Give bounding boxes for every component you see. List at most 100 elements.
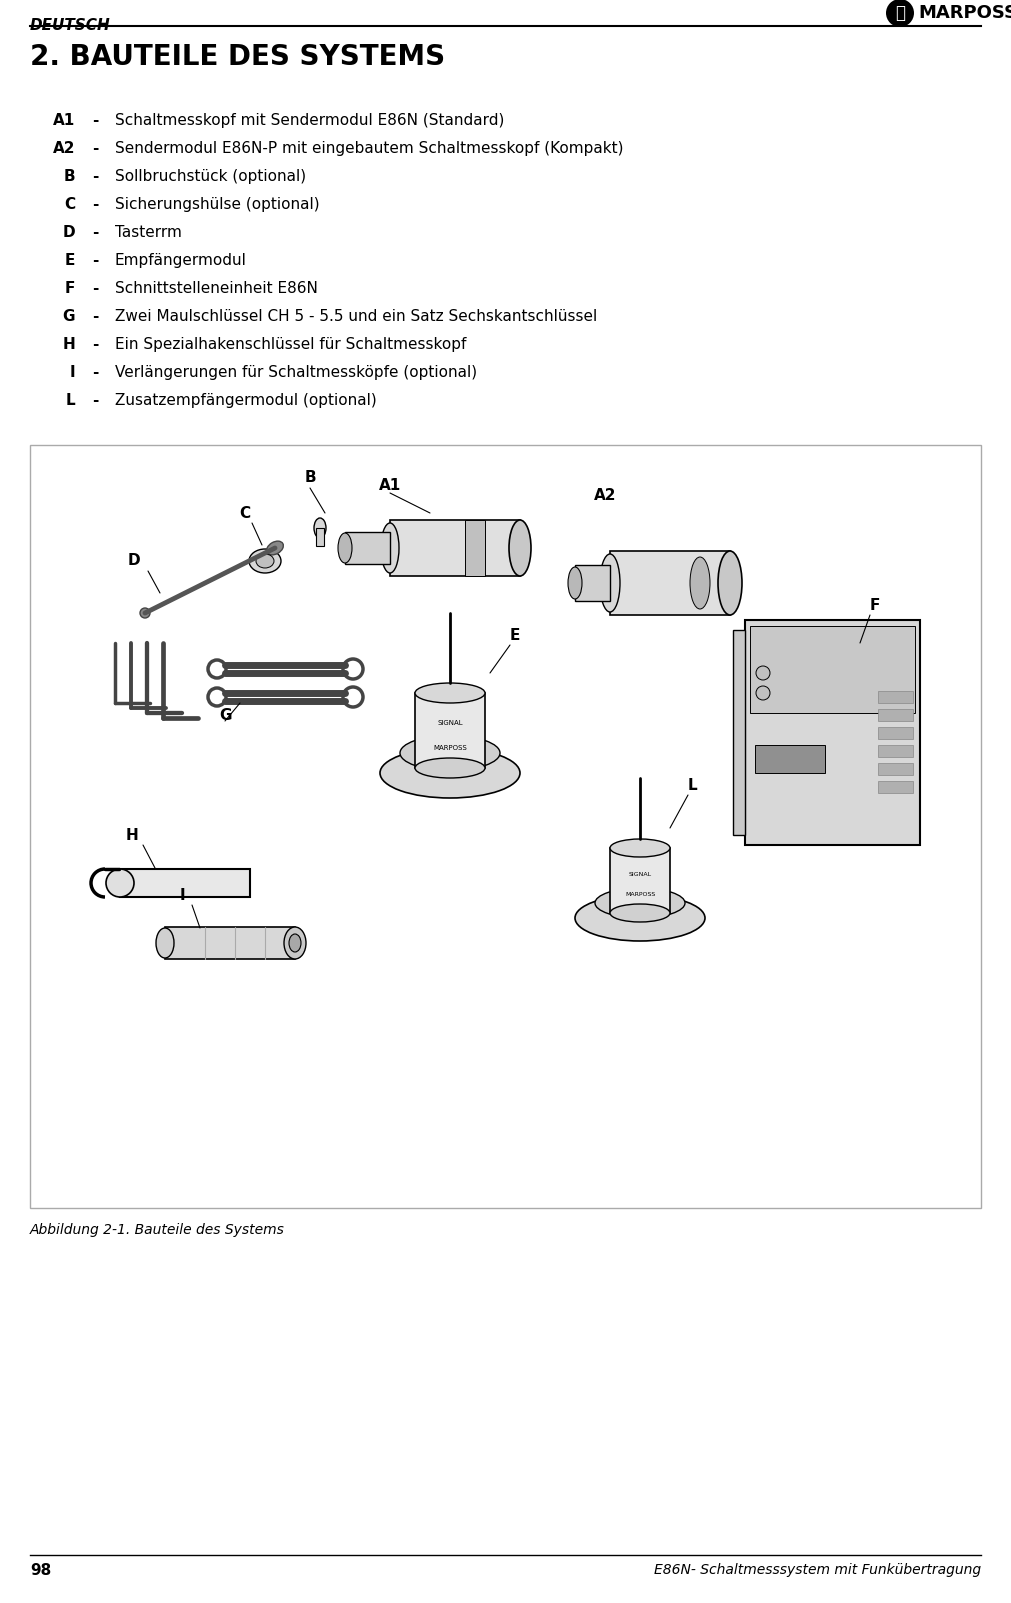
Ellipse shape [267,542,283,555]
Text: -: - [92,365,98,380]
Bar [165,927,295,959]
Ellipse shape [610,838,670,858]
Text: A1: A1 [53,112,75,128]
Text: Empfängermodul: Empfängermodul [115,253,247,268]
Ellipse shape [756,665,770,680]
Ellipse shape [568,567,582,600]
Text: Zwei Maulschlüssel CH 5 - 5.5 und ein Satz Sechskantschlüssel: Zwei Maulschlüssel CH 5 - 5.5 und ein Sa… [115,309,598,324]
Bar [120,869,250,898]
Bar [575,564,610,601]
Bar [878,709,913,721]
Text: -: - [92,309,98,324]
Text: MARPOSS: MARPOSS [433,745,467,750]
Text: H: H [63,337,75,353]
Text: Ⓜ: Ⓜ [895,3,905,22]
Circle shape [886,0,914,27]
Ellipse shape [690,556,710,609]
Ellipse shape [284,927,306,959]
Bar [755,745,825,773]
Text: D: D [63,224,75,240]
Text: Ein Spezialhakenschlüssel für Schaltmesskopf: Ein Spezialhakenschlüssel für Schaltmess… [115,337,466,353]
Bar [878,728,913,739]
Text: Sollbruchstück (optional): Sollbruchstück (optional) [115,168,306,184]
Ellipse shape [380,749,520,798]
Bar [878,763,913,774]
Text: D: D [127,553,140,567]
Text: -: - [92,112,98,128]
Text: -: - [92,224,98,240]
Text: H: H [125,829,137,843]
Text: B: B [304,470,315,486]
Ellipse shape [600,555,620,612]
Text: A2: A2 [53,141,75,155]
Ellipse shape [348,692,358,702]
Bar [745,620,920,845]
Text: Abbildung 2-1. Bauteile des Systems: Abbildung 2-1. Bauteile des Systems [30,1223,285,1238]
Text: Verlängerungen für Schaltmessköpfe (optional): Verlängerungen für Schaltmessköpfe (opti… [115,365,477,380]
Text: I: I [70,365,75,380]
Text: A2: A2 [593,487,617,503]
Text: 2. BAUTEILE DES SYSTEMS: 2. BAUTEILE DES SYSTEMS [30,43,445,71]
Text: -: - [92,281,98,297]
Ellipse shape [610,904,670,922]
Ellipse shape [718,551,742,616]
Text: -: - [92,168,98,184]
Text: -: - [92,253,98,268]
Text: E86N- Schaltmesssystem mit Funkübertragung: E86N- Schaltmesssystem mit Funkübertragu… [654,1563,981,1577]
Ellipse shape [343,688,363,707]
Ellipse shape [338,534,352,563]
Text: C: C [64,197,75,212]
Text: F: F [870,598,881,612]
Text: Zusatzempfängermodul (optional): Zusatzempfängermodul (optional) [115,393,377,409]
Text: L: L [688,777,698,793]
Bar [878,691,913,704]
Text: A1: A1 [379,478,401,494]
Bar [733,630,745,835]
Bar [750,627,915,713]
Bar [610,551,730,616]
Ellipse shape [415,758,485,777]
Ellipse shape [314,518,326,539]
Ellipse shape [156,928,174,959]
Ellipse shape [595,888,685,919]
Text: L: L [66,393,75,409]
Ellipse shape [208,688,226,705]
Ellipse shape [106,869,134,898]
Text: SIGNAL: SIGNAL [437,720,463,726]
Ellipse shape [575,894,705,941]
Ellipse shape [212,665,221,673]
Text: Sicherungshülse (optional): Sicherungshülse (optional) [115,197,319,212]
Text: MARPOSS: MARPOSS [625,893,655,898]
Text: I: I [179,888,185,902]
Ellipse shape [415,683,485,704]
Ellipse shape [509,519,531,575]
Text: G: G [218,709,232,723]
Ellipse shape [249,548,281,572]
Text: Sendermodul E86N-P mit eingebautem Schaltmesskopf (Kompakt): Sendermodul E86N-P mit eingebautem Schal… [115,141,624,155]
Text: -: - [92,197,98,212]
Text: F: F [65,281,75,297]
Text: Schnittstelleneinheit E86N: Schnittstelleneinheit E86N [115,281,317,297]
Text: G: G [63,309,75,324]
Text: MARPOSS: MARPOSS [918,3,1011,22]
Ellipse shape [256,555,274,567]
Text: -: - [92,337,98,353]
Bar [465,519,485,575]
Text: 98: 98 [30,1563,52,1577]
Ellipse shape [289,935,301,952]
Bar [610,848,670,914]
Ellipse shape [343,659,363,680]
Ellipse shape [348,664,358,673]
Bar [316,527,324,547]
Text: DEUTSCH: DEUTSCH [30,18,111,34]
Ellipse shape [212,692,221,702]
Bar [30,446,981,1209]
Bar [390,519,520,575]
Bar [345,532,390,564]
Text: Schaltmesskopf mit Sendermodul E86N (Standard): Schaltmesskopf mit Sendermodul E86N (Sta… [115,112,504,128]
Bar [878,781,913,793]
Bar [878,745,913,757]
Text: -: - [92,393,98,409]
Text: Tasterrm: Tasterrm [115,224,182,240]
Text: E: E [65,253,75,268]
